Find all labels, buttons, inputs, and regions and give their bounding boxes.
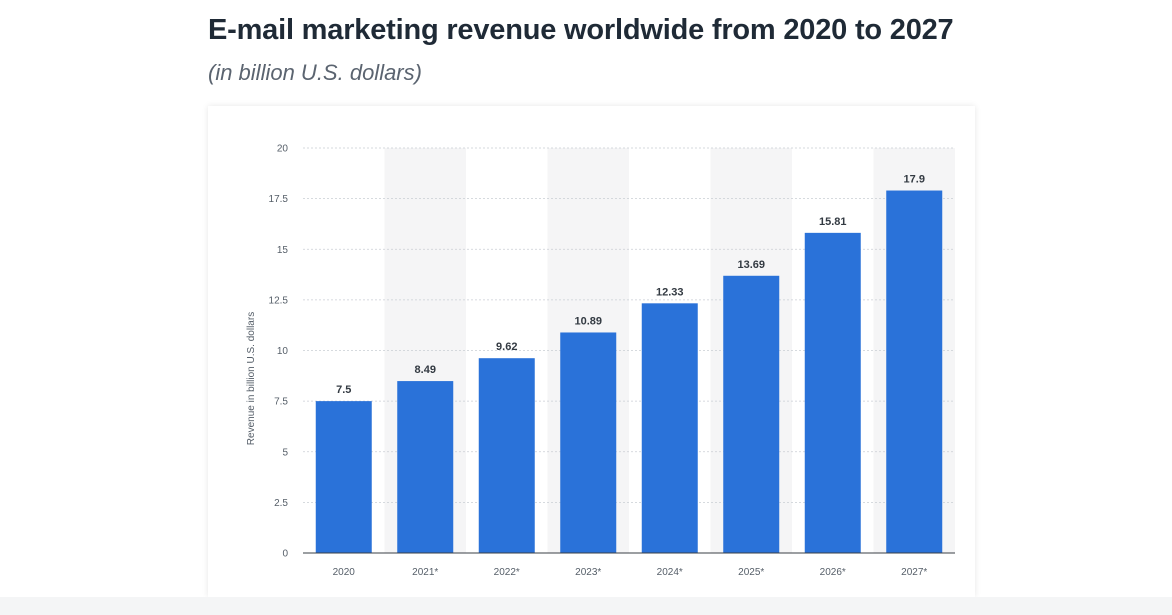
bar <box>478 358 535 553</box>
data-label: 8.49 <box>415 364 436 376</box>
x-tick-label: 2027* <box>901 567 927 578</box>
y-axis-title: Revenue in billion U.S. dollars <box>246 312 257 445</box>
bar <box>560 332 617 553</box>
y-tick-label: 7.5 <box>274 397 288 408</box>
y-tick-label: 17.5 <box>269 194 289 205</box>
data-label: 13.69 <box>737 259 765 271</box>
x-tick-label: 2020 <box>333 567 356 578</box>
bar <box>315 401 372 553</box>
y-tick-label: 15 <box>277 245 289 256</box>
data-label: 17.9 <box>904 174 925 186</box>
y-tick-label: 20 <box>277 144 289 155</box>
y-tick-label: 12.5 <box>269 295 289 306</box>
page-footer-strip <box>0 597 1172 615</box>
x-tick-label: 2021* <box>412 567 438 578</box>
y-tick-label: 5 <box>282 447 288 458</box>
bar <box>397 381 454 553</box>
data-label: 10.89 <box>574 315 602 327</box>
data-label: 15.81 <box>819 216 847 228</box>
x-tick-label: 2023* <box>575 567 601 578</box>
data-label: 9.62 <box>496 341 517 353</box>
x-tick-label: 2025* <box>738 567 764 578</box>
chart-card: 0 2.5 5 7.5 10 12.5 15 17.5 20 7.5 2020 8.49 2021* 9.… <box>208 106 975 597</box>
data-label: 7.5 <box>336 384 351 396</box>
bar <box>641 303 698 553</box>
bar <box>886 190 943 553</box>
y-tick-label: 2.5 <box>274 498 288 509</box>
data-label: 12.33 <box>656 286 684 298</box>
bar-chart: 0 2.5 5 7.5 10 12.5 15 17.5 20 7.5 2020 8.49 2021* 9.… <box>246 144 955 578</box>
x-tick-label: 2024* <box>657 567 683 578</box>
bar <box>723 275 780 553</box>
page-subtitle: (in billion U.S. dollars) <box>208 60 422 85</box>
y-tick-label: 10 <box>277 346 289 357</box>
page-title: E-mail marketing revenue worldwide from … <box>208 14 954 46</box>
y-tick-label: 0 <box>282 549 288 560</box>
x-tick-label: 2026* <box>820 567 846 578</box>
x-tick-label: 2022* <box>494 567 520 578</box>
bar <box>804 232 861 553</box>
